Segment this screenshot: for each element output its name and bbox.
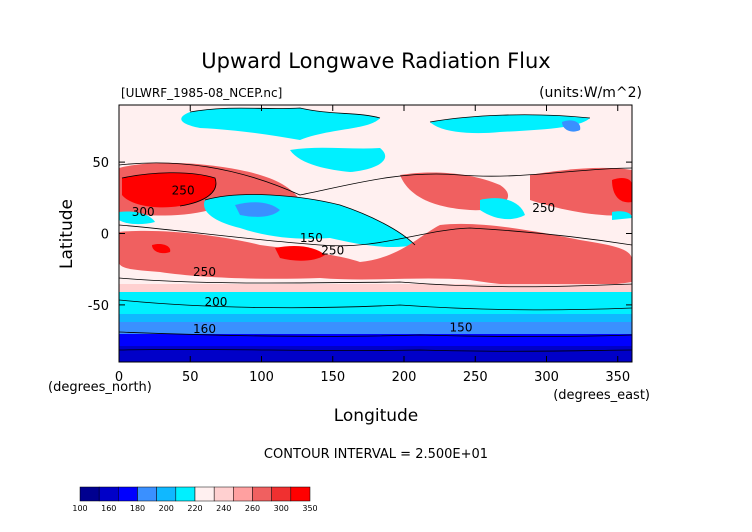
contour-lines	[119, 107, 632, 352]
x-tick-label: 100	[249, 370, 274, 385]
x-tick-label: 200	[392, 370, 417, 385]
zone-tropic-cyan-3	[119, 211, 155, 225]
zone-tropic-blue-1	[235, 202, 280, 217]
colorbar-swatch	[156, 486, 177, 502]
x-tick-label: 0	[115, 370, 123, 385]
y-tick-label: 0	[101, 228, 109, 243]
colorbar-swatch	[271, 486, 292, 502]
zone-north-hot-2	[612, 177, 632, 203]
zone-south-hot-2	[152, 243, 171, 254]
chart-title: Upward Longwave Radiation Flux	[201, 49, 550, 73]
colorbar-tick-label: 200	[159, 504, 174, 513]
y-tick-label: -50	[88, 299, 109, 314]
band-south-lightcyan	[119, 292, 632, 314]
colorbar: 100 160 180 200 220 240 260 300 350	[72, 486, 318, 513]
contour-label: 250	[172, 184, 195, 198]
colorbar-swatch	[213, 486, 234, 502]
x-tick-label: 350	[605, 370, 630, 385]
x-axis: 0 50 100 150 200 250 300 350	[115, 105, 630, 385]
y-axis: -50 0 50	[88, 156, 632, 314]
contour-label: 250	[321, 244, 344, 258]
band-arctic-cyan	[181, 108, 380, 140]
colorbar-swatch	[290, 486, 311, 502]
colorbar-tick-label: 260	[245, 504, 260, 513]
colorbar-tick-label: 180	[130, 504, 145, 513]
x-axis-unit: (degrees_east)	[553, 388, 650, 403]
x-tick-label: 250	[463, 370, 488, 385]
contour-label: 150	[450, 321, 473, 335]
chart-subtitle: [ULWRF_1985-08_NCEP.nc]	[121, 86, 282, 100]
y-tick-label: 50	[92, 156, 109, 171]
y-axis-label: Latitude	[57, 199, 77, 269]
y-axis-unit: (degrees_north)	[48, 380, 152, 395]
colorbar-tick-label: 160	[101, 504, 116, 513]
band-south-pink	[119, 284, 632, 292]
colorbar-tick-label: 350	[302, 504, 317, 513]
contour-label: 160	[193, 322, 216, 336]
colorbar-tick-label: 240	[216, 504, 231, 513]
contour-label: 250	[193, 265, 216, 279]
band-south-deep-blue	[119, 334, 632, 346]
contour-interval-note: CONTOUR INTERVAL = 2.500E+01	[264, 447, 488, 462]
colorbar-swatch	[194, 486, 215, 502]
plot-area	[119, 105, 632, 362]
band-south-blue	[119, 322, 632, 334]
chart-units: (units:W/m^2)	[539, 85, 642, 101]
x-tick-label: 150	[320, 370, 345, 385]
x-tick-label: 300	[534, 370, 559, 385]
zone-tropic-cyan-2	[480, 198, 525, 220]
zone-tropic-cyan-4	[612, 211, 632, 220]
colorbar-swatch	[252, 486, 272, 502]
band-south-navy	[119, 346, 632, 362]
zone-north-warm-3	[530, 167, 632, 216]
band-south-sky	[119, 314, 632, 322]
colorbar-swatch	[79, 486, 100, 502]
colorbar-tick-label: 300	[274, 504, 289, 513]
contour-label: 250	[532, 201, 555, 215]
contour-label: 150	[300, 231, 323, 245]
colorbar-tick-label: 220	[187, 504, 202, 513]
colorbar-swatch	[175, 486, 196, 502]
contour-label: 300	[132, 205, 155, 219]
band-arctic-cyan-3	[290, 147, 386, 172]
zone-north-hot-1	[122, 172, 216, 208]
colorbar-swatch	[118, 486, 138, 502]
zone-south-hot	[275, 246, 325, 261]
contour-label: 200	[204, 295, 227, 309]
band-blue-patch	[562, 120, 581, 132]
colorbar-swatch	[98, 486, 119, 502]
zone-south-warm	[119, 223, 632, 288]
colorbar-tick-label: 100	[72, 504, 87, 513]
band-arctic-cyan-2	[430, 114, 590, 134]
colorbar-swatch	[233, 486, 253, 502]
x-axis-label: Longitude	[334, 406, 419, 426]
x-tick-label: 50	[182, 370, 199, 385]
colorbar-swatch	[137, 486, 157, 502]
